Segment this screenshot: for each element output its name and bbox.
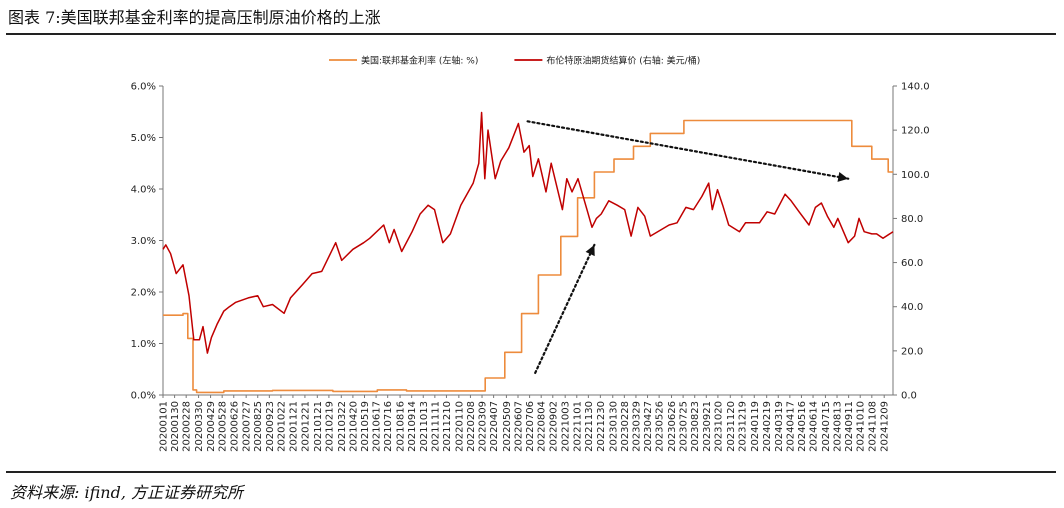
x-tick-label: 20210816	[396, 401, 407, 452]
source-note: 资料来源: ifind, 方正证券研究所	[10, 483, 243, 502]
x-tick-label: 20220110	[454, 401, 465, 452]
x-tick-label: 20230626	[667, 401, 678, 452]
x-tick-label: 20221101	[572, 401, 583, 452]
y-right-tick-label: 140.0	[901, 82, 930, 93]
fed-funds-rate-line	[163, 119, 893, 394]
x-tick-label: 20220309	[478, 401, 489, 452]
y-left-tick-label: 0.0%	[131, 391, 156, 402]
x-tick-label: 20201221	[300, 401, 311, 452]
y-left-tick-label: 1.0%	[131, 339, 156, 350]
x-tick-label: 20210121	[313, 401, 324, 452]
x-tick-label: 20201121	[288, 401, 299, 452]
x-tick-label: 20200228	[182, 401, 193, 452]
legend-label: 布伦特原油期货结算价 (右轴: 美元/桶)	[546, 55, 700, 67]
x-tick-label: 20210322	[337, 401, 348, 452]
axes: 0.0% 1.0% 2.0% 3.0% 4.0% 5.0% 6.0% 0.0 20.0 40.0 6…	[131, 82, 930, 452]
x-tick-label: 20240813	[833, 401, 844, 452]
y-left-tick-label: 2.0%	[131, 288, 156, 299]
x-tick-label: 20210219	[324, 401, 335, 452]
y-right-tick-label: 0.0	[901, 391, 917, 402]
x-tick-label: 20211111	[430, 401, 441, 452]
x-tick-label: 20240319	[774, 401, 785, 452]
x-tick-label: 20230427	[643, 401, 654, 452]
y-right-tick-label: 60.0	[901, 258, 923, 269]
x-tick-label: 20230130	[608, 401, 619, 452]
x-tick-label: 20240614	[809, 401, 820, 452]
x-tick-label: 20241108	[867, 401, 878, 452]
y-left-tick-label: 6.0%	[131, 82, 156, 93]
y-right-tick-label: 80.0	[901, 214, 923, 225]
trend-arrow-line	[534, 243, 596, 375]
x-tick-label: 20241209	[880, 401, 891, 452]
x-tick-label: 20220407	[489, 401, 500, 452]
y-right-tick-label: 40.0	[901, 302, 923, 313]
x-tick-label: 20230228	[620, 401, 631, 452]
x-tick-label: 20200130	[170, 401, 181, 452]
x-tick-label: 20210716	[383, 401, 394, 452]
x-tick-label: 20220509	[502, 401, 513, 452]
x-tick-label: 20230725	[679, 401, 690, 452]
annotation-layer	[526, 120, 850, 375]
x-tick-label: 20230823	[690, 401, 701, 452]
x-tick-label: 20230329	[631, 401, 642, 452]
y-right-tick-label: 20.0	[901, 346, 923, 357]
trend-arrow-head	[837, 172, 849, 182]
x-tick-label: 20230526	[655, 401, 666, 452]
x-tick-label: 20231219	[737, 401, 748, 452]
footer-rule	[6, 471, 1056, 473]
x-tick-label: 20210914	[407, 401, 418, 452]
x-tick-label: 20230921	[702, 401, 713, 452]
x-tick-label: 20241010	[856, 401, 867, 452]
x-tick-label: 20200528	[218, 401, 229, 452]
x-tick-label: 20220902	[548, 401, 559, 452]
x-tick-label: 20200923	[265, 401, 276, 452]
x-tick-label: 20240417	[785, 401, 796, 452]
legend: 美国:联邦基金利率 (左轴: %) 布伦特原油期货结算价 (右轴: 美元/桶)	[329, 55, 700, 67]
x-tick-label: 20221003	[561, 401, 572, 452]
trend-arrow-head	[585, 244, 595, 257]
x-tick-label: 20220804	[537, 401, 548, 452]
x-tick-label: 20240119	[750, 401, 761, 452]
trend-arrow-line	[526, 120, 850, 180]
y-left-tick-label: 5.0%	[131, 133, 156, 144]
x-tick-label: 20240219	[762, 401, 773, 452]
x-tick-label: 20201022	[276, 401, 287, 452]
x-tick-label: 20240516	[797, 401, 808, 452]
x-tick-label: 20221230	[596, 401, 607, 452]
series-layer	[162, 111, 894, 394]
x-tick-label: 20200330	[194, 401, 205, 452]
x-tick-label: 20211210	[442, 401, 453, 452]
y-right-tick-label: 120.0	[901, 126, 930, 137]
x-tick-label: 20231120	[726, 401, 737, 452]
x-tick-label: 20240715	[821, 401, 832, 452]
y-right-tick-label: 100.0	[901, 170, 930, 181]
title-rule	[6, 33, 1056, 35]
x-tick-label: 20210617	[372, 401, 383, 452]
x-tick-label: 20231020	[713, 401, 724, 452]
x-tick-label: 20210420	[348, 401, 359, 452]
x-tick-label: 20211013	[419, 401, 430, 452]
x-tick-label: 20220706	[525, 401, 536, 452]
x-tick-label: 20220208	[466, 401, 477, 452]
x-tick-label: 20240911	[844, 401, 855, 452]
x-tick-label: 20221130	[584, 401, 595, 452]
x-tick-label: 20220607	[514, 401, 525, 452]
y-left-tick-label: 4.0%	[131, 185, 156, 196]
x-tick-label: 20200727	[242, 401, 253, 452]
y-left-tick-label: 3.0%	[131, 236, 156, 247]
chart: 0.0% 1.0% 2.0% 3.0% 4.0% 5.0% 6.0% 0.0 20.0 40.0 6…	[131, 55, 930, 452]
x-tick-label: 20200429	[206, 401, 217, 452]
x-tick-label: 20200626	[229, 401, 240, 452]
page-title: 图表 7:美国联邦基金利率的提高压制原油价格的上涨	[8, 8, 381, 27]
x-tick-label: 20200101	[159, 401, 170, 452]
x-tick-label: 20200825	[253, 401, 264, 452]
x-tick-label: 20210519	[360, 401, 371, 452]
brent-crude-price-line	[162, 111, 894, 354]
legend-label: 美国:联邦基金利率 (左轴: %)	[361, 55, 478, 67]
